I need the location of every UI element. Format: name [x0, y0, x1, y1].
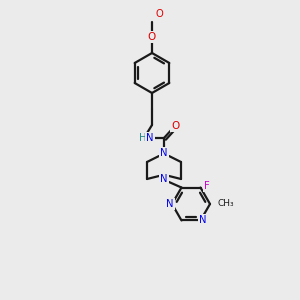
Text: N: N [199, 215, 206, 226]
Text: N: N [160, 174, 168, 184]
Text: CH₃: CH₃ [218, 200, 235, 208]
Text: N: N [160, 148, 168, 158]
Text: N: N [166, 199, 174, 209]
Text: N: N [146, 133, 154, 143]
Text: O: O [148, 32, 156, 42]
Text: H: H [139, 133, 147, 143]
Text: F: F [204, 181, 209, 190]
Text: O: O [171, 121, 179, 131]
Text: O: O [155, 9, 163, 19]
